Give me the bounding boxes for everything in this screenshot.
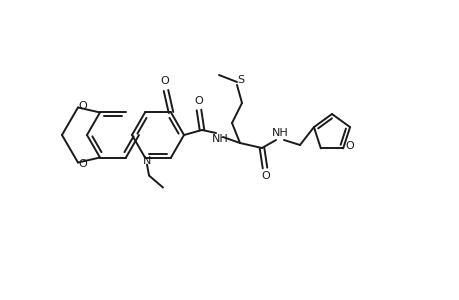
Text: O: O [261, 171, 270, 181]
Text: O: O [194, 96, 203, 106]
Text: NH: NH [271, 128, 288, 138]
Text: S: S [237, 75, 244, 85]
Text: O: O [345, 141, 354, 152]
Text: NH: NH [211, 134, 228, 144]
Text: O: O [160, 76, 169, 86]
Text: O: O [78, 101, 87, 112]
Text: O: O [78, 158, 87, 169]
Text: N: N [142, 155, 151, 166]
